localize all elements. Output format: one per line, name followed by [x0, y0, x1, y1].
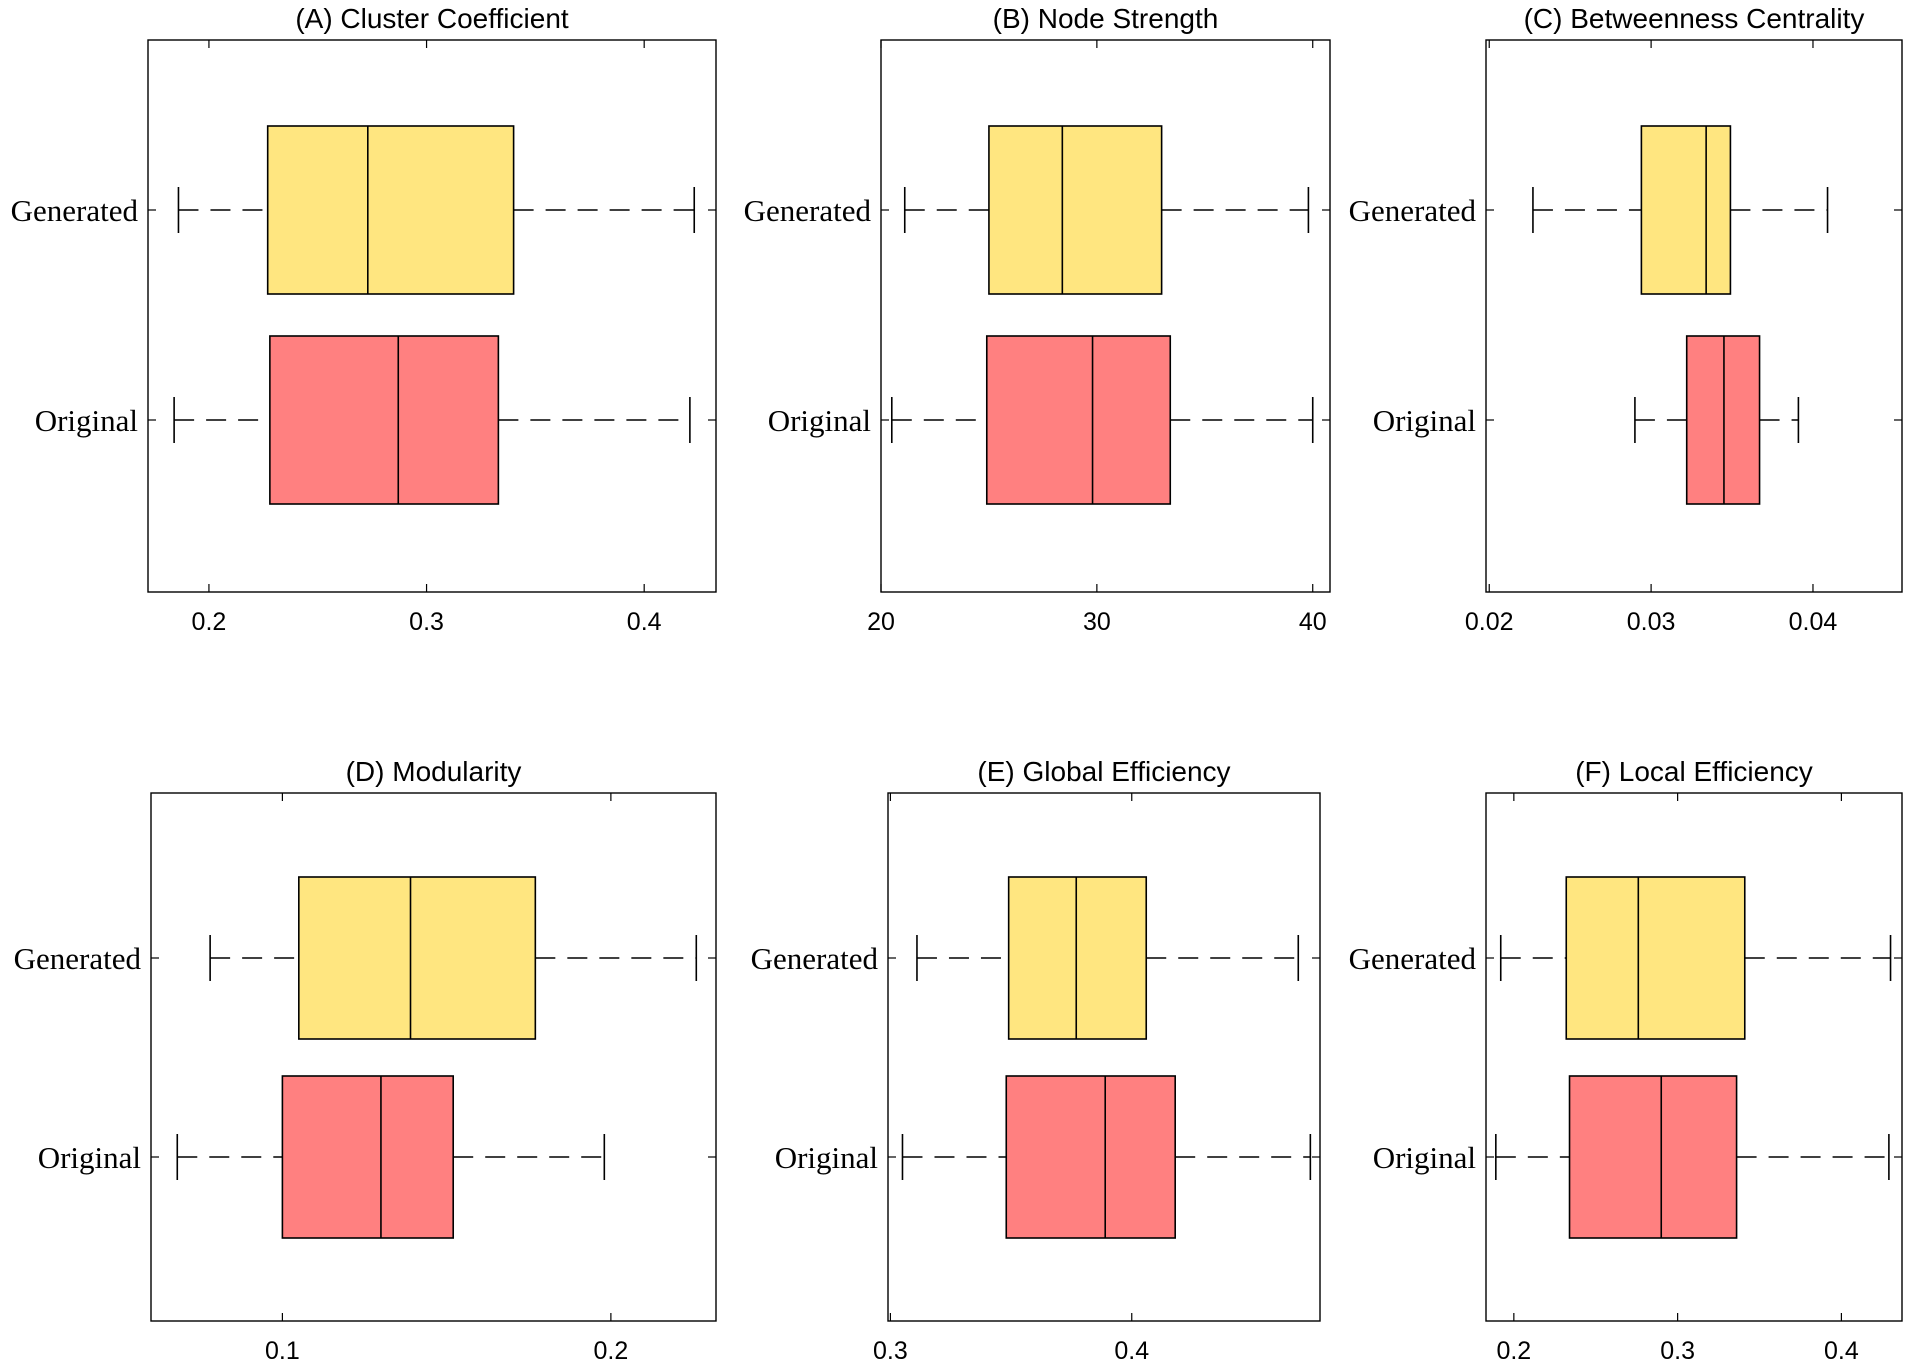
category-label-generated: Generated: [11, 193, 139, 228]
box-generated: [988, 125, 1163, 295]
axes-frame: [887, 792, 1321, 1322]
x-tick-label: 0.3: [409, 608, 444, 636]
x-tick-label: 0.4: [627, 608, 662, 636]
box-generated: [1007, 876, 1148, 1040]
panel-title: (A) Cluster Coefficient: [295, 3, 569, 34]
category-label-original: Original: [1373, 403, 1476, 438]
x-tick-label: 0.3: [873, 1337, 908, 1362]
x-tick-label: 0.1: [265, 1337, 300, 1362]
box-original: [1685, 335, 1761, 505]
axes-frame: [1485, 39, 1903, 593]
panel-title: (C) Betweenness Centrality: [1524, 3, 1865, 34]
category-label-generated: Generated: [14, 941, 142, 976]
panel-cluster-coefficient: (A) Cluster Coefficient 0.2 0.3 0.4 Generate…: [11, 3, 717, 636]
box-original: [269, 335, 500, 505]
panel-title: (D) Modularity: [346, 756, 522, 787]
x-tick-label: 0.4: [1114, 1337, 1149, 1362]
box-original: [1005, 1075, 1176, 1239]
x-tick-label: 30: [1083, 608, 1111, 636]
box-original: [281, 1075, 455, 1239]
category-label-original: Original: [775, 1140, 878, 1175]
panel-node-strength: (B) Node Strength 20 30 40 Generated Original: [744, 3, 1331, 636]
panel-title: (E) Global Efficiency: [977, 756, 1230, 787]
category-label-generated: Generated: [1349, 941, 1477, 976]
x-tick-label: 20: [867, 608, 895, 636]
category-label-generated: Generated: [1349, 193, 1477, 228]
box-generated: [298, 876, 537, 1040]
x-tick-label: 0.2: [594, 1337, 629, 1362]
x-tick-label: 0.2: [1496, 1337, 1531, 1362]
box-original: [985, 335, 1172, 505]
x-tick-label: 40: [1299, 608, 1327, 636]
x-tick-label: 0.04: [1789, 608, 1838, 636]
panel-local-efficiency: (F) Local Efficiency 0.2 0.3 0.4 Generated Or…: [1349, 756, 1903, 1362]
panel-global-efficiency: (E) Global Efficiency 0.3 0.4 Generated Orig…: [751, 756, 1321, 1362]
category-label-original: Original: [1373, 1140, 1476, 1175]
axes-frame: [1485, 792, 1903, 1322]
panel-title: (F) Local Efficiency: [1575, 756, 1813, 787]
x-tick-label: 0.2: [192, 608, 227, 636]
category-label-original: Original: [35, 403, 138, 438]
x-tick-label: 0.03: [1627, 608, 1676, 636]
box-generated: [1640, 125, 1732, 295]
axes-frame: [150, 792, 717, 1322]
category-label-generated: Generated: [751, 941, 879, 976]
category-label-original: Original: [38, 1140, 141, 1175]
x-tick-label: 0.3: [1660, 1337, 1695, 1362]
box-generated: [1565, 876, 1746, 1040]
x-tick-label: 0.02: [1465, 608, 1514, 636]
box-original: [1568, 1075, 1738, 1239]
axes-frame: [147, 39, 717, 593]
axes-frame: [880, 39, 1331, 593]
x-tick-label: 0.4: [1824, 1337, 1859, 1362]
category-label-original: Original: [768, 403, 871, 438]
box-generated: [266, 125, 515, 295]
panel-modularity: (D) Modularity 0.1 0.2 Generated Original: [14, 756, 717, 1362]
panel-title: (B) Node Strength: [993, 3, 1219, 34]
category-label-generated: Generated: [744, 193, 872, 228]
panel-betweenness-centrality: (C) Betweenness Centrality 0.02 0.03 0.04 Ge…: [1349, 3, 1903, 636]
